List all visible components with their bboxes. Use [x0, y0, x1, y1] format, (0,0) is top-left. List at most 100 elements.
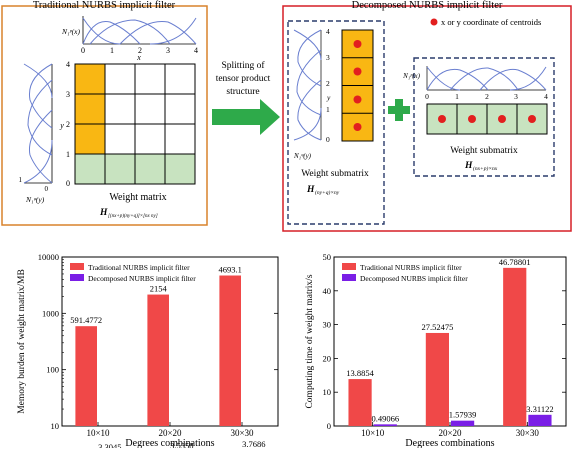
legend-label: Traditional NURBS implicit filter — [88, 263, 190, 272]
data-label: 591.4772 — [70, 315, 102, 325]
centroid-dot — [438, 115, 446, 123]
vertical-submatrix-column — [341, 29, 374, 142]
horiz-tick-4: 4 — [544, 92, 548, 101]
vert-tick-1: 1 — [326, 105, 330, 114]
data-label: 3.5358 — [170, 440, 193, 448]
top-x-tick-4: 4 — [194, 46, 198, 55]
data-label: 1.57939 — [449, 410, 477, 420]
vertical-basis-plot: N₁ᵠ(y) — [293, 29, 322, 160]
vertical-submatrix-h-subscript: (ny+q)×ny — [315, 189, 340, 196]
legend-swatch — [342, 263, 356, 270]
data-label: 3.7686 — [242, 439, 265, 448]
horiz-tick-3: 3 — [514, 92, 518, 101]
horizontal-submatrix-label: Weight submatrix — [450, 146, 518, 156]
bar-traditional — [425, 332, 449, 426]
y-tick-label: 1000 — [42, 308, 59, 318]
vert-tick-4: 4 — [326, 27, 330, 36]
traditional-panel-title: Traditional NURBS implicit filter — [33, 0, 176, 11]
horizontal-submatrix-row — [426, 103, 548, 135]
bar-traditional — [75, 326, 97, 426]
splitting-arrow-group: Splitting of tensor product structure — [212, 60, 280, 135]
vert-axis-label: y — [326, 93, 331, 102]
bar-decomposed — [373, 424, 397, 426]
x-tick-label: 10×10 — [361, 428, 385, 438]
x-axis-label: Degrees combinations — [125, 438, 214, 448]
weight-matrix-grid: 4 3 2 1 0 y — [59, 60, 196, 188]
arrow-text-line3: structure — [226, 87, 259, 97]
legend-swatch — [70, 274, 84, 281]
x-tick-label: 20×20 — [438, 428, 462, 438]
arrow-text-line2: tensor product — [216, 74, 271, 84]
vert-tick-0: 0 — [326, 135, 330, 144]
bar-traditional — [348, 379, 372, 426]
weight-matrix-h-subscript: [(nx+p)(ny+q)]×[nx ny] — [108, 214, 158, 219]
memory-burden-chart: 10 100 1000 10000 10×10 591.4772 3.3045 20×20 21… — [16, 252, 279, 452]
plus-sign — [388, 99, 410, 121]
vertical-submatrix-box — [287, 20, 385, 225]
centroid-dot — [498, 115, 506, 123]
vertical-basis-label: N₁ᵠ(y) — [293, 152, 312, 160]
data-label: 3.3045 — [98, 442, 121, 448]
centroid-legend-dot — [430, 18, 438, 26]
bar-traditional — [503, 267, 527, 426]
left-axis-tick-1: 0 — [45, 185, 49, 193]
centroid-dot — [528, 115, 536, 123]
data-label: 2154 — [150, 284, 168, 294]
data-label: 0.49066 — [371, 413, 399, 423]
top-x-axis-label: x — [136, 53, 141, 62]
horiz-tick-1: 1 — [455, 92, 459, 101]
highlight-column — [75, 64, 105, 154]
grid-y-tick-0: 0 — [66, 179, 70, 188]
y-tick-label: 10 — [51, 421, 60, 431]
vertical-ticks: 4 3 2 1 0 y — [326, 27, 331, 144]
horiz-tick-2: 2 — [485, 92, 489, 101]
left-basis-plot: 1 0 N₁ᵠ(y) — [19, 63, 53, 204]
centroid-dot — [468, 115, 476, 123]
splitting-arrow — [212, 99, 280, 135]
data-label: 13.8854 — [346, 368, 374, 378]
data-label: 46.78801 — [499, 257, 531, 267]
horizontal-basis-plot: N₁ᵖ(x) 0 1 2 3 4 — [402, 66, 548, 101]
top-basis-label: N₁ᵖ(x) — [61, 27, 81, 36]
data-label: 3.31122 — [526, 404, 553, 414]
vert-tick-3: 3 — [326, 53, 330, 62]
horizontal-basis-label: N₁ᵖ(x) — [402, 72, 421, 80]
y-tick-label: 10000 — [38, 252, 59, 262]
horizontal-submatrix-h: H — [464, 161, 473, 171]
weight-matrix-label: Weight matrix — [109, 192, 166, 203]
bar-decomposed — [451, 420, 475, 426]
y-axis-label: Memory burden of weight matrix/MB — [16, 269, 27, 414]
top-x-tick-0: 0 — [81, 46, 85, 55]
horizontal-submatrix-box — [413, 57, 555, 177]
centroid-dot — [353, 67, 362, 76]
top-x-tick-3: 3 — [166, 46, 170, 55]
x-tick-label: 20×20 — [158, 428, 182, 438]
grid-y-tick-4: 4 — [66, 60, 70, 69]
y-tick-label: 40 — [323, 286, 332, 296]
grid-y-axis-label: y — [59, 121, 64, 130]
bar-decomposed — [528, 414, 552, 426]
x-tick-label: 30×30 — [516, 428, 540, 438]
bar-traditional — [219, 275, 241, 426]
legend-swatch — [342, 274, 356, 281]
weight-matrix-h: H — [99, 208, 108, 218]
top-basis-plot: 0 1 2 3 4 x N₁ᵖ(x) — [61, 16, 198, 62]
traditional-filter-panel: Traditional NURBS implicit filter 0 1 2 … — [1, 0, 208, 226]
traditional-panel-border — [1, 5, 208, 226]
y-tick-label: 0 — [327, 421, 331, 431]
decomposed-filter-panel: Decomposed NURBS implicit filter x or y … — [282, 0, 572, 232]
x-axis-label: Degrees combinations — [405, 438, 494, 448]
grid-y-tick-1: 1 — [66, 150, 70, 159]
centroid-dot — [353, 95, 362, 104]
vert-tick-2: 2 — [326, 79, 330, 88]
decomposed-panel-title: Decomposed NURBS implicit filter — [352, 0, 503, 11]
grid-y-tick-3: 3 — [66, 90, 70, 99]
legend-swatch — [70, 263, 84, 270]
centroid-dot — [353, 40, 362, 48]
computing-time-chart: 0 10 20 30 40 50 10×10 13.8854 0.49066 20×20 27.52… — [304, 252, 567, 449]
grid-y-tick-2: 2 — [66, 120, 70, 129]
horizontal-submatrix-h-subscript: (nx+p)×nx — [473, 165, 498, 172]
y-axis-label: Computing time of weight matrix/s — [304, 274, 315, 408]
y-tick-label: 10 — [323, 387, 332, 397]
